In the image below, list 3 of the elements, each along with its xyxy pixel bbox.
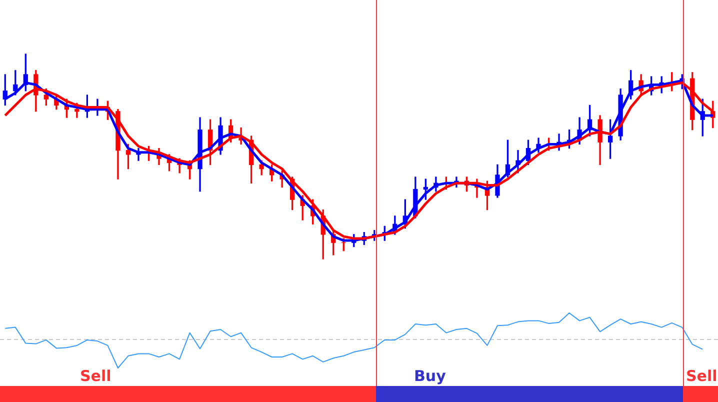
annotation: Buy: [414, 367, 446, 385]
annotation: Sell: [686, 367, 718, 385]
annotation: Sell: [80, 367, 112, 385]
